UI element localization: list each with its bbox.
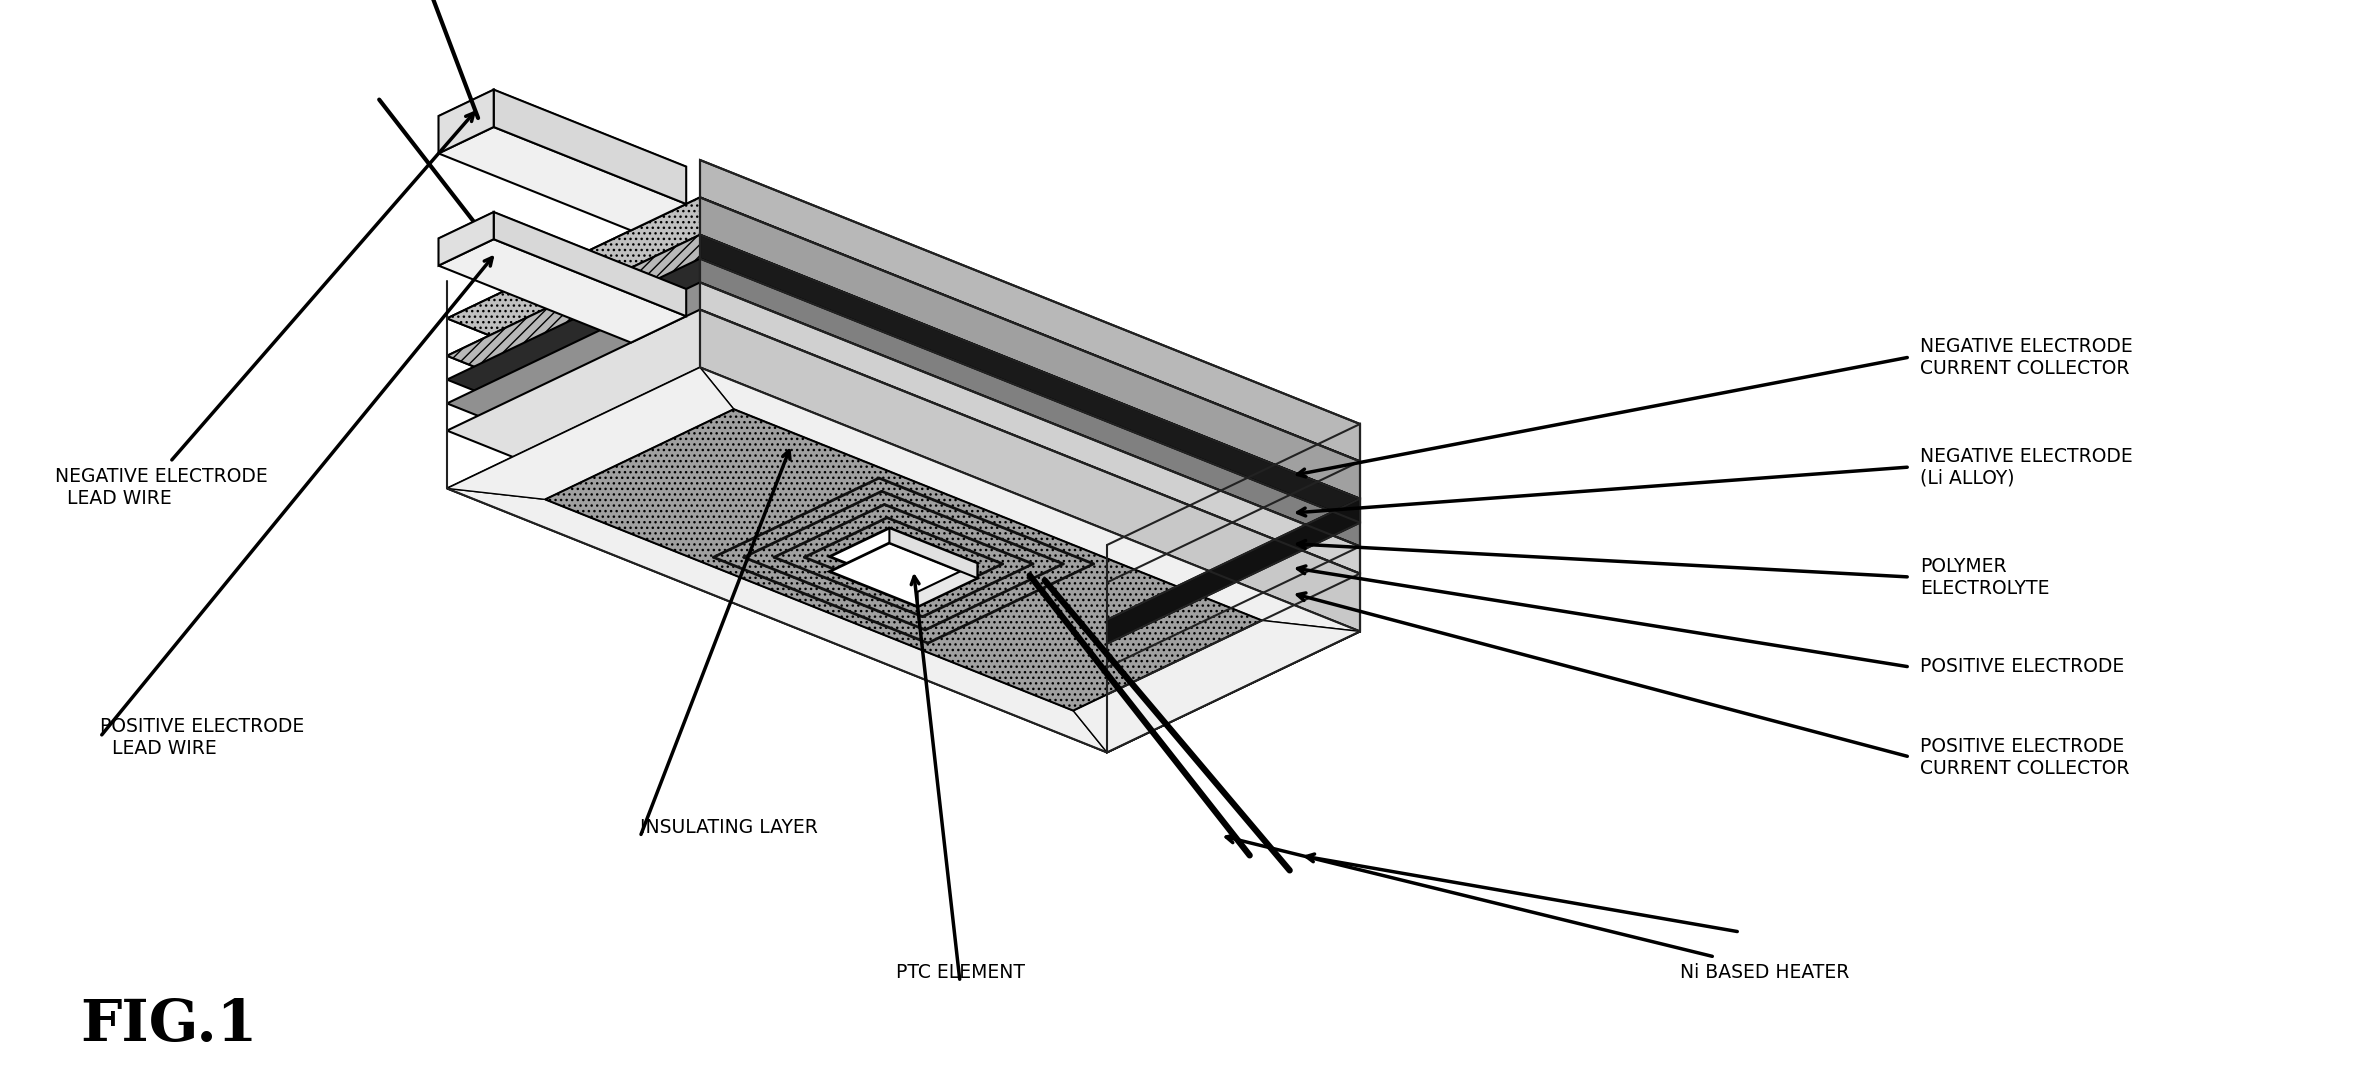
Polygon shape (447, 367, 1361, 752)
Polygon shape (544, 409, 1262, 711)
Polygon shape (918, 563, 978, 607)
Text: FIG.1: FIG.1 (80, 997, 258, 1053)
Polygon shape (447, 198, 1361, 583)
Polygon shape (701, 235, 1361, 523)
Text: POSITIVE ELECTRODE
  LEAD WIRE: POSITIVE ELECTRODE LEAD WIRE (99, 716, 305, 758)
Polygon shape (1108, 499, 1361, 644)
Polygon shape (701, 367, 1361, 632)
Polygon shape (701, 259, 1361, 547)
Polygon shape (447, 283, 1361, 667)
Polygon shape (828, 528, 978, 591)
Polygon shape (1108, 461, 1361, 620)
Polygon shape (495, 89, 686, 204)
Polygon shape (701, 160, 1361, 461)
Text: POLYMER
ELECTROLYTE: POLYMER ELECTROLYTE (1920, 557, 2050, 598)
Polygon shape (1108, 574, 1361, 752)
Polygon shape (447, 235, 1361, 620)
Polygon shape (447, 310, 1361, 695)
Polygon shape (1072, 621, 1361, 752)
Polygon shape (1108, 547, 1361, 695)
Polygon shape (447, 198, 1361, 583)
Text: NEGATIVE ELECTRODE
CURRENT COLLECTOR: NEGATIVE ELECTRODE CURRENT COLLECTOR (1920, 337, 2133, 377)
Polygon shape (1108, 523, 1361, 667)
Polygon shape (447, 235, 1361, 620)
Polygon shape (1108, 424, 1361, 583)
Text: NEGATIVE ELECTRODE
  LEAD WIRE: NEGATIVE ELECTRODE LEAD WIRE (54, 466, 267, 508)
Polygon shape (495, 212, 686, 316)
Text: POSITIVE ELECTRODE
CURRENT COLLECTOR: POSITIVE ELECTRODE CURRENT COLLECTOR (1920, 737, 2130, 777)
Text: Ni BASED HEATER: Ni BASED HEATER (1681, 963, 1849, 982)
Polygon shape (438, 212, 495, 265)
Text: NEGATIVE ELECTRODE
(Li ALLOY): NEGATIVE ELECTRODE (Li ALLOY) (1920, 447, 2133, 487)
Text: POSITIVE ELECTRODE: POSITIVE ELECTRODE (1920, 658, 2123, 676)
Polygon shape (701, 198, 1361, 499)
Polygon shape (438, 89, 686, 193)
Text: PTC ELEMENT: PTC ELEMENT (895, 963, 1025, 982)
Polygon shape (438, 212, 686, 315)
Polygon shape (447, 259, 1361, 644)
Polygon shape (1108, 499, 1361, 644)
Polygon shape (438, 127, 686, 230)
Polygon shape (701, 310, 1361, 632)
Polygon shape (447, 367, 734, 499)
Polygon shape (701, 283, 1361, 574)
Text: INSULATING LAYER: INSULATING LAYER (639, 819, 819, 837)
Polygon shape (890, 528, 978, 578)
Polygon shape (438, 89, 495, 153)
Polygon shape (828, 544, 978, 607)
Polygon shape (447, 488, 1108, 752)
Polygon shape (438, 239, 686, 342)
